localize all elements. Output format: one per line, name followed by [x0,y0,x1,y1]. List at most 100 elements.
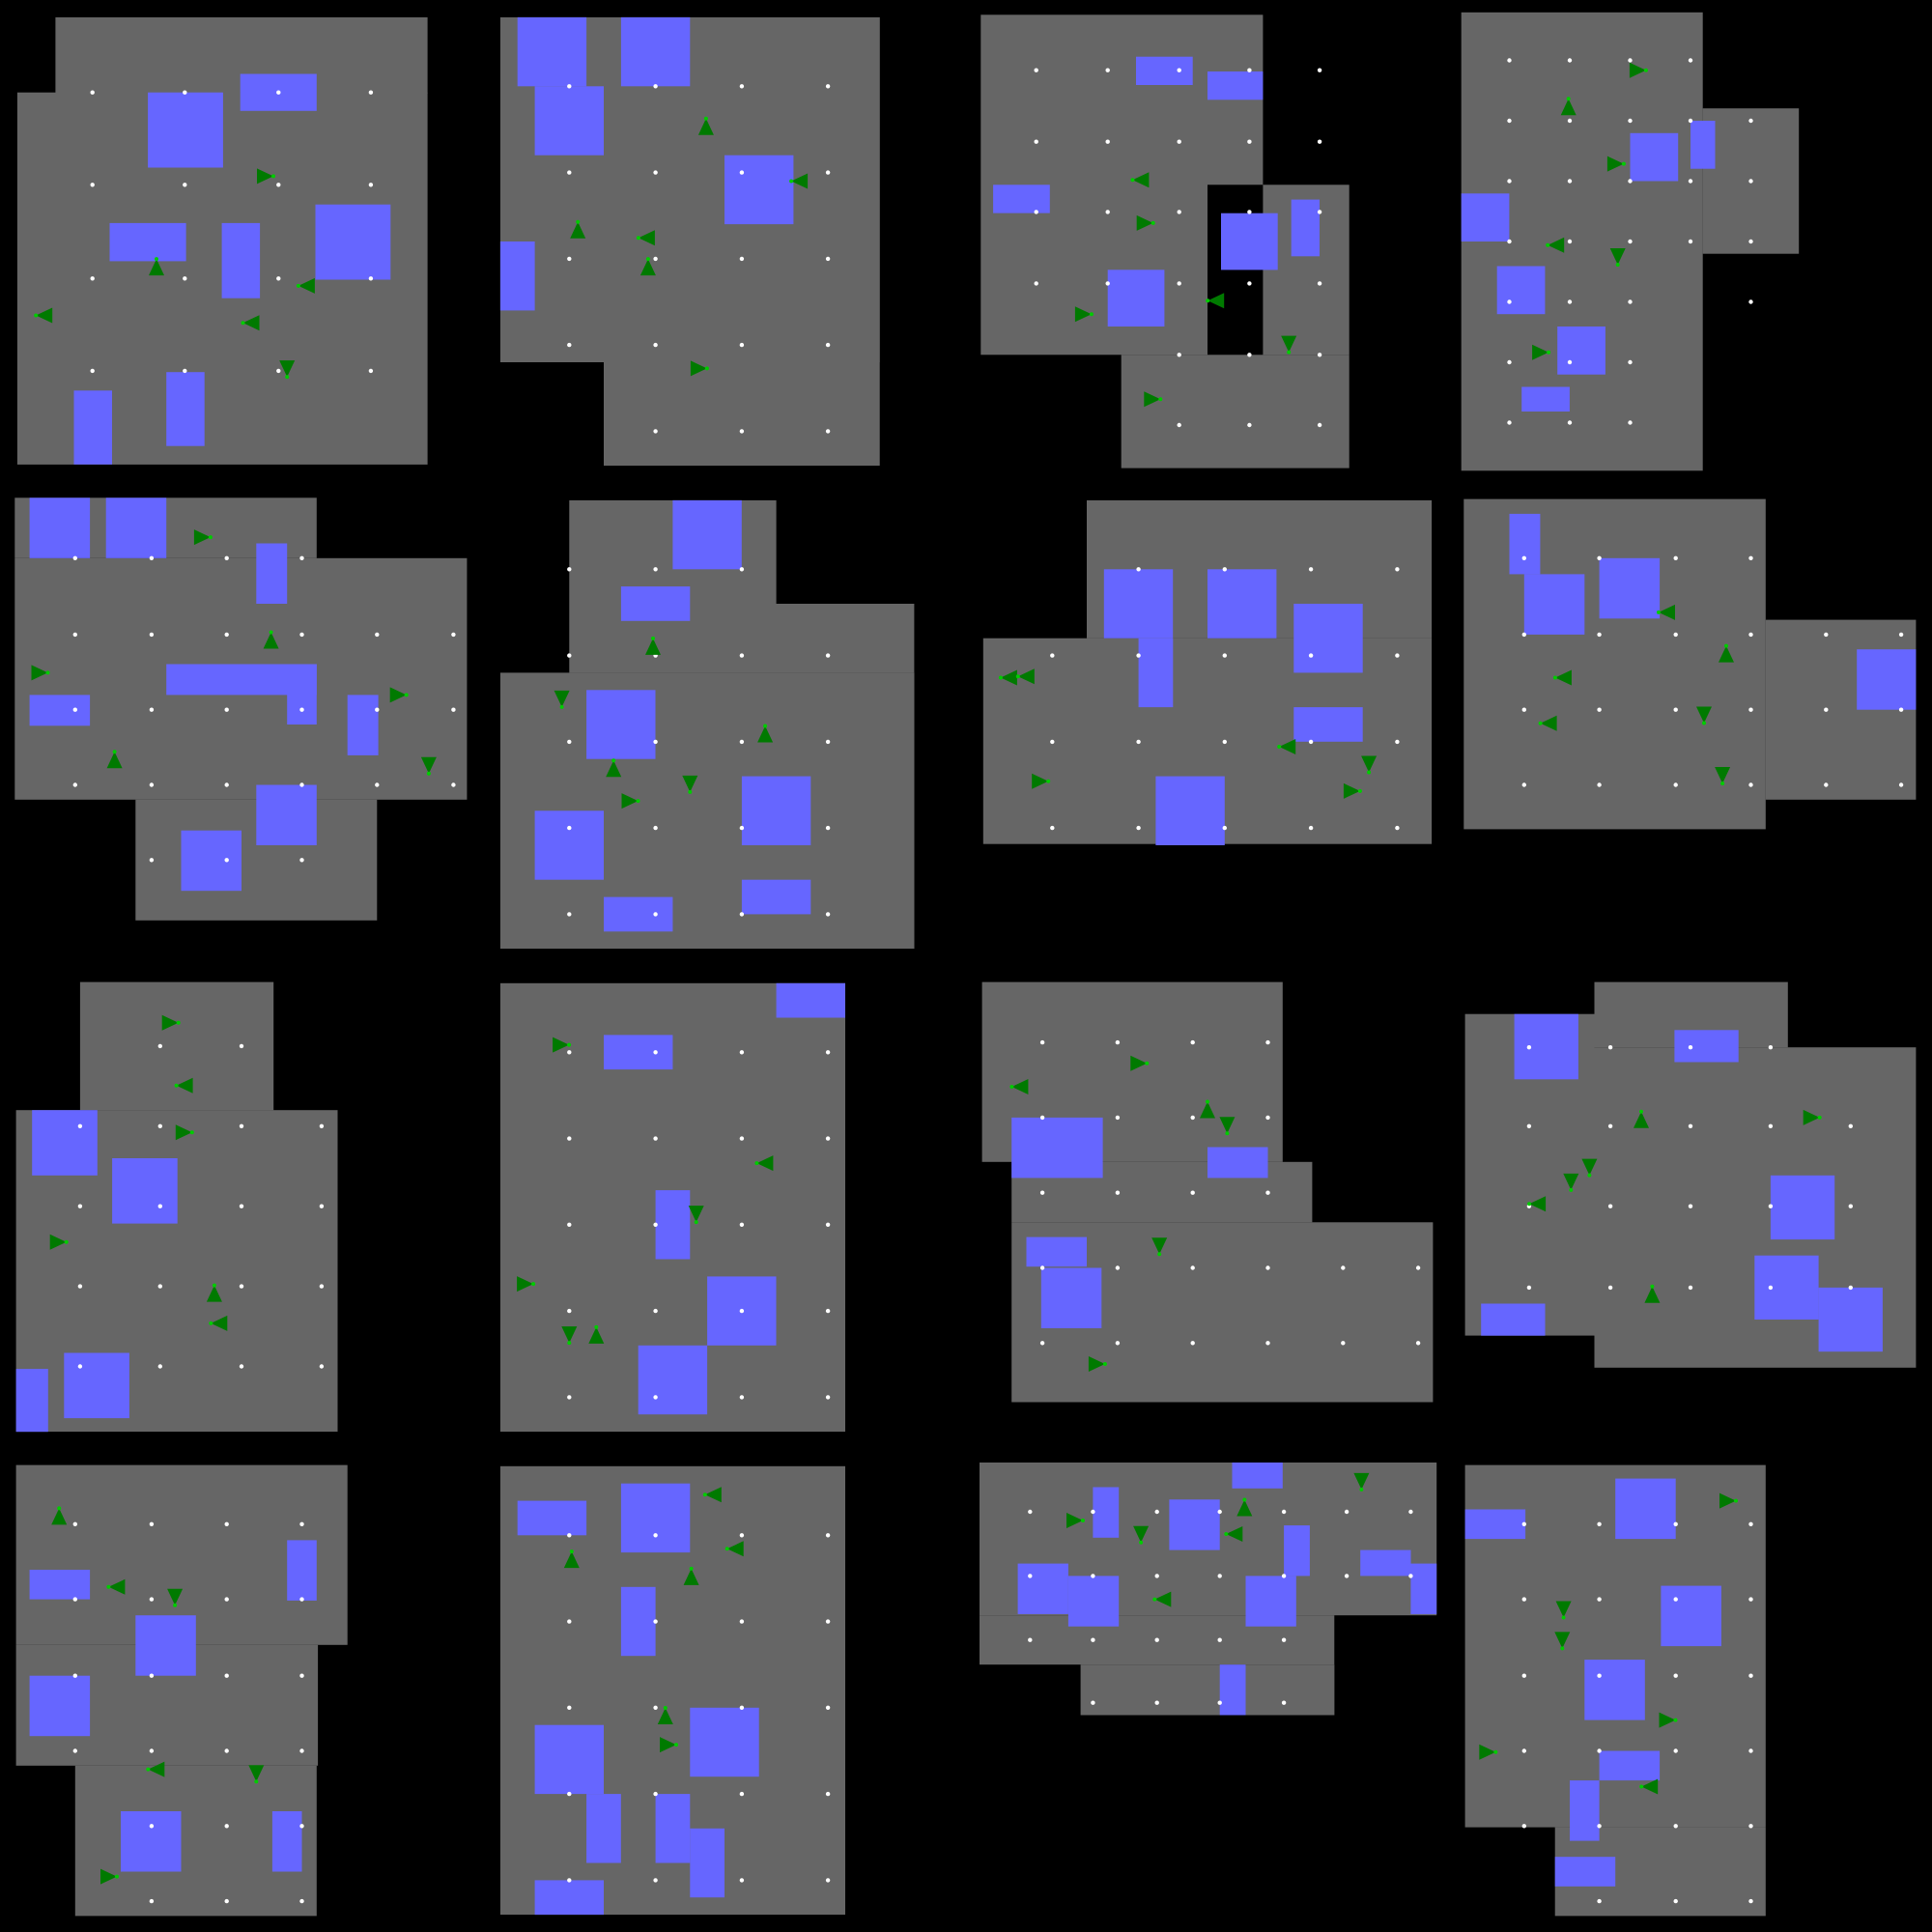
dot-icon [825,1308,831,1314]
agent-heading-marker [426,771,431,776]
agent-body [1144,391,1161,408]
triangle-agent-icon [1066,1513,1085,1528]
dot-icon [72,1521,78,1527]
dot-icon [1748,1898,1753,1904]
dot-icon [1395,825,1400,831]
dot-icon [299,555,304,560]
dot-icon [1567,239,1573,244]
agent-body [1066,1513,1083,1528]
agent-heading-marker [694,1220,698,1225]
agent-body [242,315,260,331]
agent-heading-marker [1561,1615,1566,1620]
agent-heading-marker [296,283,300,288]
obstacle-block [287,1540,317,1601]
dot-icon [1507,118,1512,124]
dot-icon [1222,567,1228,572]
agent-heading-marker [189,1130,194,1135]
dot-icon [1039,1115,1045,1121]
agent-body [757,725,774,743]
dot-icon [1050,825,1055,831]
triangle-agent-icon [1144,391,1163,408]
dot-icon [1848,1123,1854,1129]
dot-icon [567,1308,572,1314]
agent-body [1563,1173,1579,1190]
dot-icon [1521,1521,1527,1527]
obstacle-block [620,16,691,87]
dot-icon [1341,1341,1346,1346]
obstacle-block [1496,266,1546,315]
dot-icon [1628,239,1633,244]
dot-icon [567,1705,572,1711]
agent-heading-marker [724,1547,729,1551]
dot-icon [1136,739,1141,745]
floor-region [1121,355,1350,469]
dot-icon [1105,68,1110,72]
agent-heading-marker [998,675,1003,680]
agent-body [639,259,656,276]
triangle-agent-icon [1277,739,1296,754]
agent-body [704,1487,722,1503]
obstacle-block [1818,1287,1883,1352]
agent-heading-marker [1569,1187,1574,1192]
agent-body [1554,669,1572,686]
agent-body [697,118,714,135]
dot-icon [1824,782,1829,787]
agent-body [1696,706,1712,724]
dot-icon [1247,422,1252,428]
dot-icon [299,782,304,787]
triangle-agent-icon [657,1706,673,1724]
agent-body [1132,172,1150,188]
agent-body [621,793,639,810]
dot-icon [1628,359,1633,365]
dot-icon [1247,353,1252,357]
agent-heading-marker [636,236,640,241]
map-panel-7 [982,499,1433,845]
dot-icon [183,183,187,187]
dot-icon [149,1597,155,1602]
obstacle-block [776,982,845,1018]
dot-icon [1597,1898,1602,1904]
floor-region [499,672,915,950]
agent-body [100,1868,117,1885]
triangle-agent-icon [1353,1472,1370,1492]
triangle-agent-icon [1560,97,1577,116]
agent-heading-marker [569,1549,574,1554]
triangle-agent-icon [517,1276,536,1293]
obstacle-block [1103,569,1174,639]
obstacle-block [1464,1509,1526,1540]
triangle-agent-icon [724,1541,744,1557]
dot-icon [368,183,374,187]
agent-body [1641,1778,1659,1795]
dot-icon [1748,239,1753,244]
dot-icon [1281,1509,1287,1515]
triangle-agent-icon [1130,1055,1150,1071]
dot-icon [1115,1039,1121,1045]
agent-heading-marker [651,636,655,640]
agent-body [1659,604,1675,620]
agent-heading-marker [636,799,640,804]
triangle-agent-icon [106,1578,126,1595]
agent-body [148,1761,165,1777]
dot-icon [1673,1748,1678,1753]
triangle-agent-icon [1200,1099,1215,1119]
agent-heading-marker [703,116,708,121]
dot-icon [224,555,229,560]
dot-icon [77,1364,83,1369]
dot-icon [149,1521,155,1527]
dot-icon [1628,420,1633,425]
dot-icon [825,256,831,262]
dot-icon [1567,179,1573,184]
map-panel-14 [499,1465,845,1916]
agent-body [1629,62,1646,78]
dot-icon [567,1395,572,1400]
obstacle-block [1136,56,1193,85]
dot-icon [1597,707,1602,712]
dot-icon [567,825,572,831]
dot-icon [653,256,658,262]
obstacle-block [1523,574,1585,635]
obstacle-block [1754,1255,1819,1320]
dot-icon [224,1898,229,1904]
dot-icon [276,183,281,187]
triangle-agent-icon [757,724,774,743]
dot-icon [825,1791,831,1797]
